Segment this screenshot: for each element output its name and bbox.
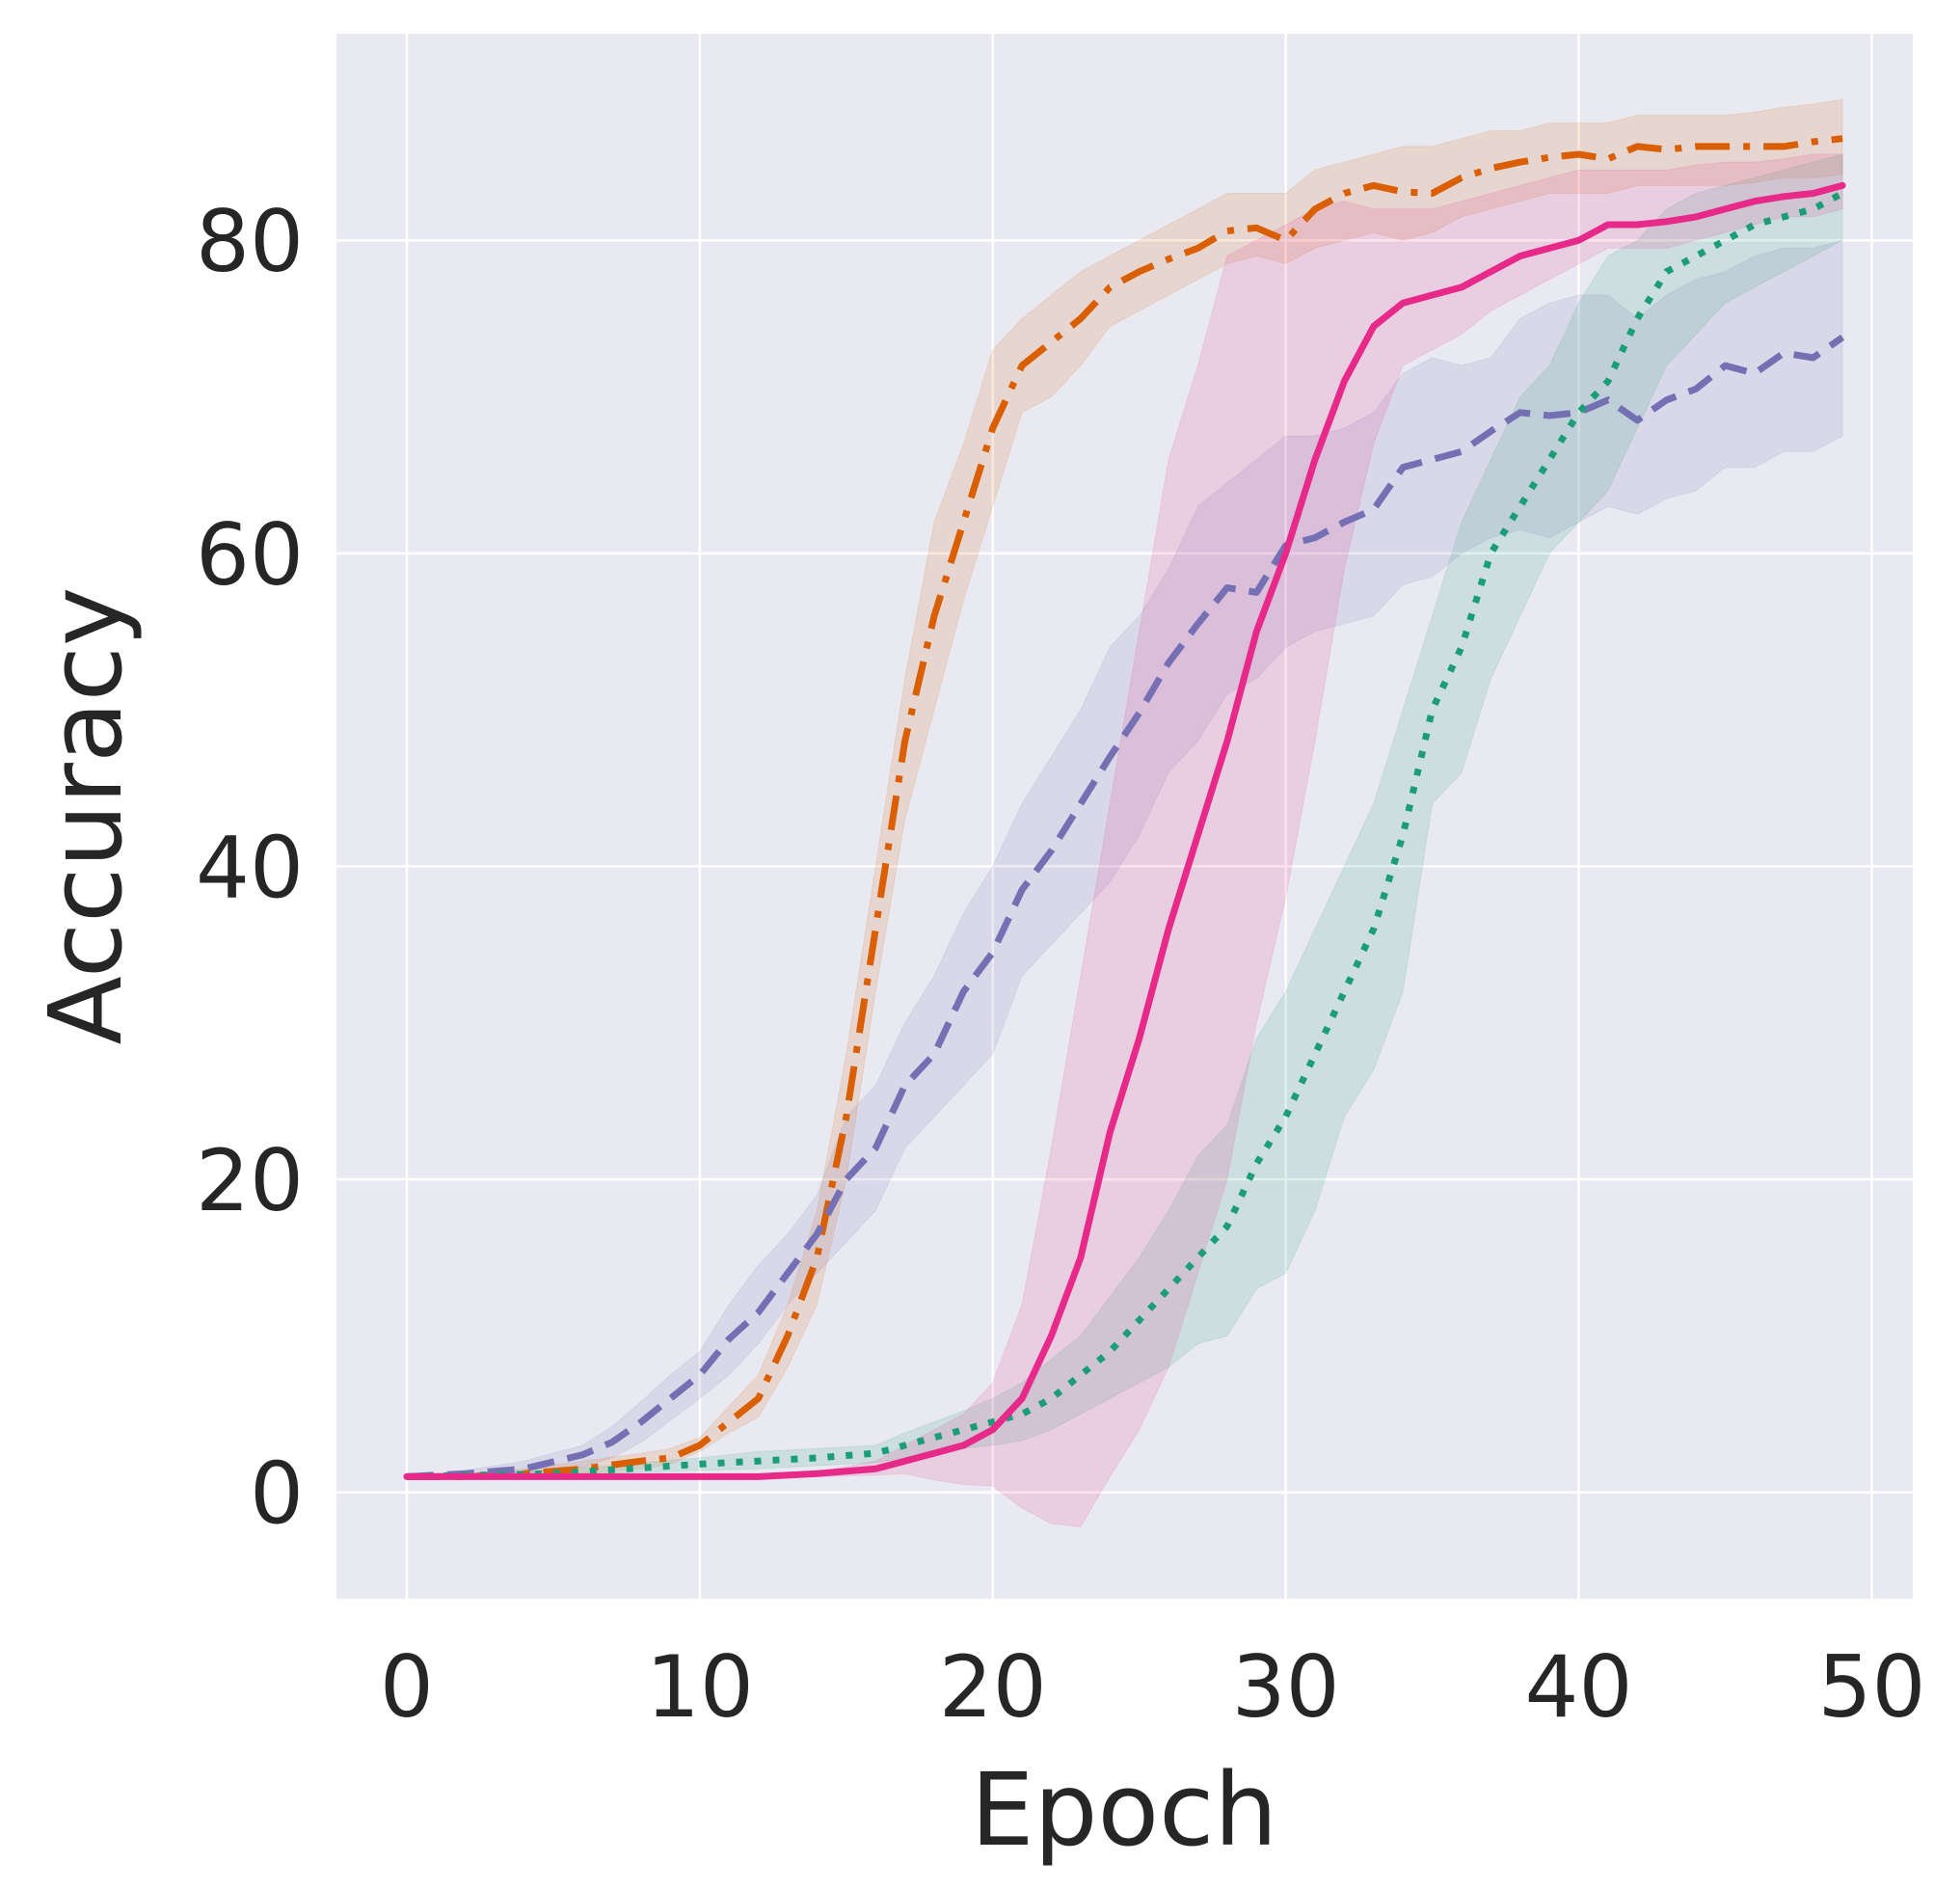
y-tick-label-40: 40	[196, 818, 304, 917]
y-tick-label-0: 0	[250, 1444, 304, 1544]
x-tick-label-40: 40	[1525, 1637, 1633, 1737]
x-tick-label-10: 10	[646, 1637, 754, 1737]
series-line-pink-solid	[403, 181, 1846, 1480]
series-lines	[403, 135, 1846, 1480]
plot-area	[336, 34, 1913, 1599]
band-green-dotted	[406, 153, 1843, 1477]
band-pink-solid	[406, 153, 1843, 1527]
y-tick-label-20: 20	[196, 1131, 304, 1230]
x-tick-label-0: 0	[380, 1637, 434, 1737]
confidence-bands	[406, 98, 1843, 1527]
x-axis-label: Epoch	[971, 1751, 1277, 1869]
series-line-purple-dashed	[406, 335, 1845, 1480]
series-line-green-dotted	[406, 190, 1844, 1480]
band-orange-dash-dot	[406, 98, 1843, 1477]
x-axis-ticks: 0 10 20 30 40 50	[380, 1637, 1926, 1737]
grid-lines	[336, 34, 1913, 1599]
series-line-orange-dash-dot	[406, 135, 1843, 1480]
y-tick-label-60: 60	[196, 505, 304, 605]
y-axis-ticks: 0 20 40 60 80	[196, 192, 304, 1543]
x-tick-label-50: 50	[1817, 1637, 1925, 1737]
y-axis-label: Accuracy	[27, 587, 145, 1045]
y-tick-label-80: 80	[196, 192, 304, 291]
x-tick-label-30: 30	[1232, 1637, 1340, 1737]
x-tick-label-20: 20	[939, 1637, 1047, 1737]
